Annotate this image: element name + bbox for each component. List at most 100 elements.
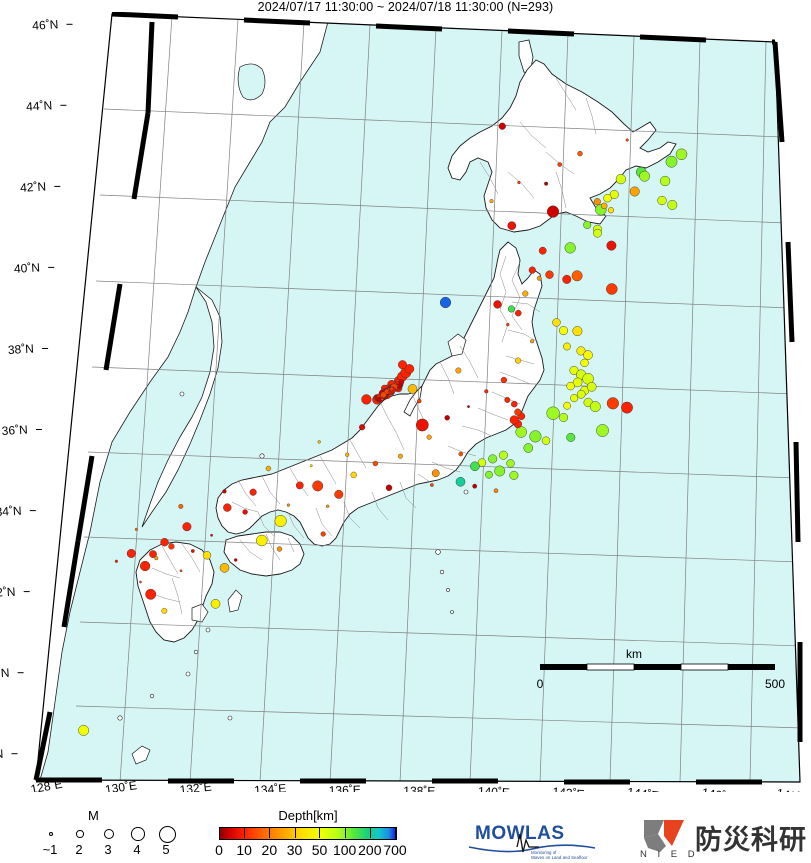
epicenter-marker[interactable] <box>484 389 489 394</box>
epicenter-marker[interactable] <box>576 346 586 356</box>
epicenter-marker[interactable] <box>586 382 597 392</box>
epicenter-marker[interactable] <box>667 199 678 210</box>
epicenter-marker[interactable] <box>665 155 678 168</box>
epicenter-marker[interactable] <box>593 198 601 206</box>
epicenter-marker[interactable] <box>609 190 619 199</box>
epicenter-marker[interactable] <box>566 381 575 391</box>
epicenter-marker[interactable] <box>472 483 478 489</box>
epicenter-marker[interactable] <box>265 465 272 472</box>
epicenter-marker[interactable] <box>522 290 529 297</box>
epicenter-marker[interactable] <box>625 138 629 142</box>
map-svg[interactable]: km 0 500 46˚N 44˚N 42˚N 40˚N 38˚N 36˚N 34˚N 32˚… <box>0 12 811 792</box>
epicenter-marker[interactable] <box>350 471 357 479</box>
epicenter-marker[interactable] <box>600 202 608 210</box>
epicenter-marker[interactable] <box>426 434 432 440</box>
epicenter-marker[interactable] <box>415 418 429 432</box>
epicenter-marker[interactable] <box>493 488 499 493</box>
epicenter-marker[interactable] <box>168 543 175 550</box>
epicenter-marker[interactable] <box>154 556 159 561</box>
epicenter-marker[interactable] <box>563 401 571 410</box>
epicenter-marker[interactable] <box>562 274 572 284</box>
epicenter-marker[interactable] <box>134 527 138 531</box>
epicenter-marker[interactable] <box>576 389 586 399</box>
epicenter-marker[interactable] <box>498 122 506 130</box>
epicenter-marker[interactable] <box>523 443 534 453</box>
epicenter-marker[interactable] <box>546 205 560 218</box>
epicenter-marker[interactable] <box>583 220 592 229</box>
epicenter-marker[interactable] <box>509 415 519 425</box>
epicenter-marker[interactable] <box>517 180 521 185</box>
epicenter-marker[interactable] <box>202 551 212 560</box>
epicenter-marker[interactable] <box>320 531 326 537</box>
epicenter-marker[interactable] <box>477 458 487 467</box>
epicenter-marker[interactable] <box>515 357 522 364</box>
epicenter-marker[interactable] <box>417 398 422 404</box>
epicenter-marker[interactable] <box>219 563 230 573</box>
epicenter-marker[interactable] <box>577 150 583 157</box>
epicenter-marker[interactable] <box>439 296 452 309</box>
epicenter-marker[interactable] <box>606 240 617 251</box>
epicenter-marker[interactable] <box>431 469 440 478</box>
map-canvas[interactable]: km 0 500 46˚N 44˚N 42˚N 40˚N 38˚N 36˚N 34˚N 32˚… <box>0 12 811 792</box>
epicenter-marker[interactable] <box>276 546 283 552</box>
epicenter-marker[interactable] <box>286 503 290 507</box>
epicenter-marker[interactable] <box>407 384 418 394</box>
epicenter-marker[interactable] <box>515 426 527 438</box>
epicenter-marker[interactable] <box>161 607 168 614</box>
epicenter-marker[interactable] <box>629 186 640 197</box>
epicenter-marker[interactable] <box>659 175 671 187</box>
epicenter-marker[interactable] <box>506 459 515 468</box>
epicenter-marker[interactable] <box>529 430 542 443</box>
epicenter-marker[interactable] <box>504 396 511 403</box>
epicenter-marker[interactable] <box>493 300 502 309</box>
epicenter-marker[interactable] <box>312 480 324 492</box>
epicenter-marker[interactable] <box>256 534 268 547</box>
epicenter-marker[interactable] <box>498 450 508 460</box>
epicenter-marker[interactable] <box>249 488 257 496</box>
epicenter-marker[interactable] <box>675 148 688 161</box>
epicenter-marker[interactable] <box>657 195 667 206</box>
epicenter-marker[interactable] <box>179 569 183 573</box>
epicenter-marker[interactable] <box>500 376 508 384</box>
epicenter-marker[interactable] <box>359 424 366 431</box>
epicenter-marker[interactable] <box>583 350 593 360</box>
epicenter-marker[interactable] <box>242 509 248 515</box>
epicenter-marker[interactable] <box>507 221 517 231</box>
epicenter-marker[interactable] <box>593 228 602 238</box>
epicenter-marker[interactable] <box>511 400 518 408</box>
epicenter-marker[interactable] <box>149 550 157 558</box>
epicenter-marker[interactable] <box>178 503 184 509</box>
epicenter-marker[interactable] <box>515 309 522 317</box>
epicenter-marker[interactable] <box>541 436 551 445</box>
epicenter-marker[interactable] <box>545 270 554 279</box>
epicenter-marker[interactable] <box>467 405 470 408</box>
epicenter-marker[interactable] <box>326 504 330 508</box>
epicenter-marker[interactable] <box>606 283 618 295</box>
epicenter-marker[interactable] <box>485 470 493 479</box>
epicenter-layer[interactable] <box>78 122 688 736</box>
epicenter-marker[interactable] <box>557 162 562 167</box>
epicenter-marker[interactable] <box>223 503 232 512</box>
epicenter-marker[interactable] <box>544 181 549 186</box>
epicenter-marker[interactable] <box>615 173 627 185</box>
epicenter-marker[interactable] <box>274 514 287 528</box>
epicenter-marker[interactable] <box>334 489 344 499</box>
epicenter-marker[interactable] <box>509 470 519 480</box>
epicenter-marker[interactable] <box>606 397 619 410</box>
epicenter-marker[interactable] <box>380 391 387 398</box>
epicenter-marker[interactable] <box>552 318 561 327</box>
epicenter-marker[interactable] <box>444 415 450 421</box>
epicenter-marker[interactable] <box>494 465 506 477</box>
epicenter-marker[interactable] <box>139 560 151 572</box>
epicenter-marker[interactable] <box>564 242 576 254</box>
epicenter-marker[interactable] <box>372 460 379 467</box>
epicenter-marker[interactable] <box>222 489 227 494</box>
epicenter-marker[interactable] <box>78 724 90 736</box>
epicenter-marker[interactable] <box>182 522 192 532</box>
epicenter-marker[interactable] <box>458 451 464 457</box>
epicenter-marker[interactable] <box>488 454 498 464</box>
epicenter-marker[interactable] <box>233 558 238 562</box>
epicenter-marker[interactable] <box>572 377 583 388</box>
epicenter-marker[interactable] <box>455 367 462 374</box>
epicenter-marker[interactable] <box>489 199 494 204</box>
